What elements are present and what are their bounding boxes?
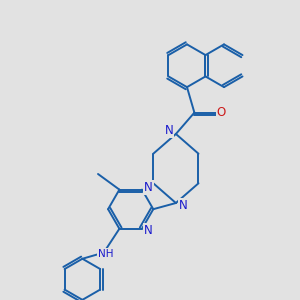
Text: N: N xyxy=(178,199,187,212)
Text: N: N xyxy=(144,181,153,194)
Text: NH: NH xyxy=(98,249,113,259)
Text: O: O xyxy=(217,106,226,119)
Text: N: N xyxy=(164,124,173,137)
Text: N: N xyxy=(144,224,153,237)
